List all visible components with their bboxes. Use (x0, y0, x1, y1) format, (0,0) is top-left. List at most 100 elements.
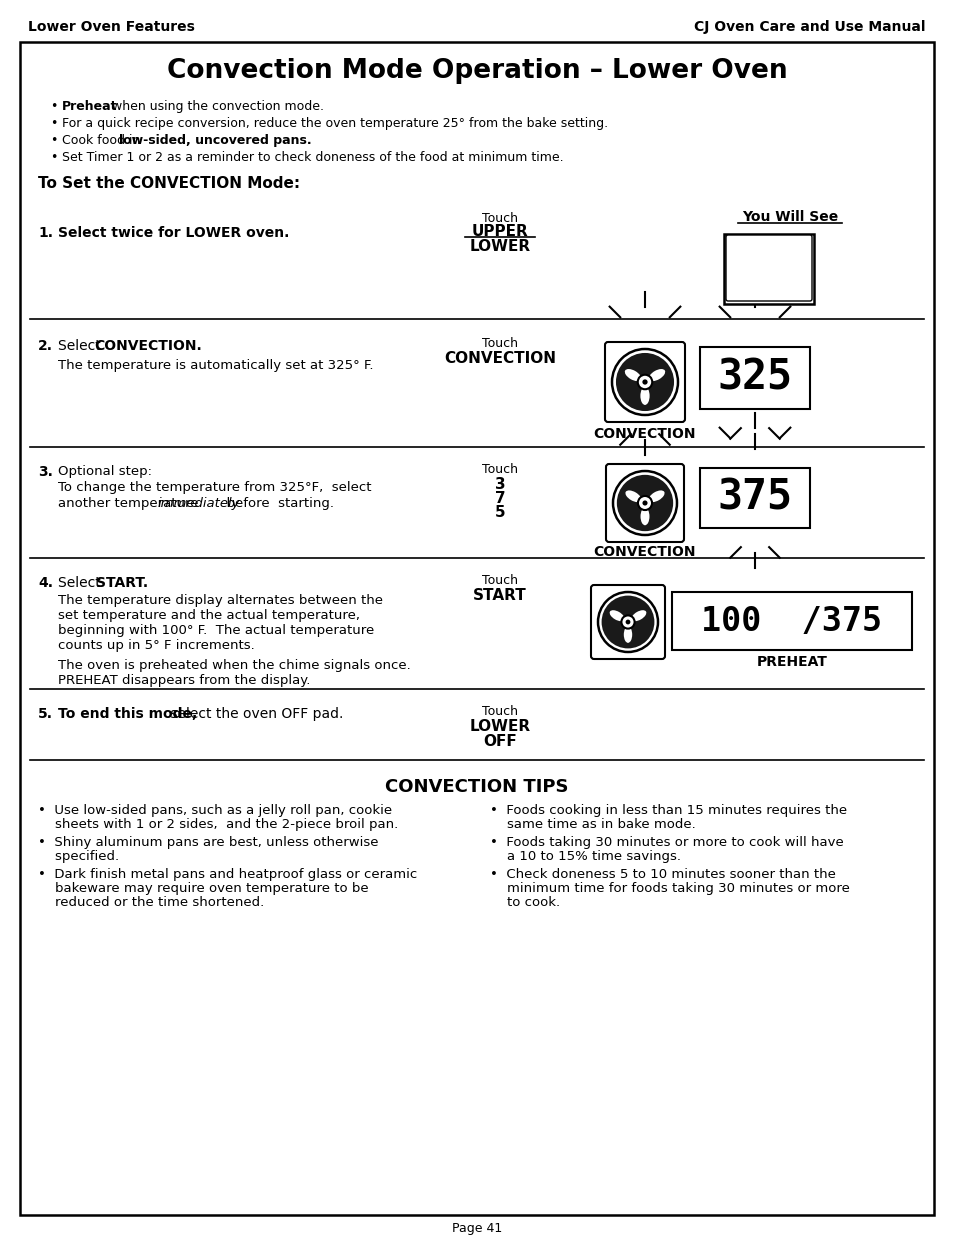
Text: before  starting.: before starting. (218, 496, 334, 510)
Text: immediately: immediately (158, 496, 240, 510)
Text: LOWER: LOWER (469, 240, 530, 254)
Text: LOWER: LOWER (469, 719, 530, 734)
Circle shape (598, 592, 658, 652)
Circle shape (616, 353, 674, 411)
Ellipse shape (625, 490, 640, 503)
Text: CONVECTION.: CONVECTION. (94, 338, 201, 353)
Text: OFF: OFF (482, 734, 517, 748)
Text: CJ Oven Care and Use Manual: CJ Oven Care and Use Manual (694, 20, 925, 35)
Text: another temperature: another temperature (58, 496, 203, 510)
Bar (700, 347, 809, 409)
Circle shape (601, 595, 654, 648)
Text: 100  /375: 100 /375 (700, 604, 882, 637)
Text: CONVECTION: CONVECTION (593, 545, 696, 559)
Text: Lower Oven Features: Lower Oven Features (28, 20, 194, 35)
Text: UPPER: UPPER (471, 224, 528, 240)
Text: Preheat: Preheat (62, 100, 117, 112)
Text: •  Dark finish metal pans and heatproof glass or ceramic: • Dark finish metal pans and heatproof g… (38, 868, 416, 881)
Text: CONVECTION TIPS: CONVECTION TIPS (385, 778, 568, 797)
Text: CONVECTION: CONVECTION (593, 427, 696, 441)
Text: Touch: Touch (481, 705, 517, 718)
Text: PREHEAT disappears from the display.: PREHEAT disappears from the display. (58, 674, 310, 687)
Text: The oven is preheated when the chime signals once.: The oven is preheated when the chime sig… (58, 659, 411, 672)
Text: •: • (50, 100, 57, 112)
Text: reduced or the time shortened.: reduced or the time shortened. (38, 897, 264, 909)
Circle shape (625, 620, 630, 625)
Text: The temperature display alternates between the: The temperature display alternates betwe… (58, 594, 382, 606)
Ellipse shape (624, 369, 640, 382)
Bar (723, 233, 813, 304)
Text: 325: 325 (717, 357, 792, 399)
FancyBboxPatch shape (725, 235, 811, 301)
Text: Touch: Touch (481, 212, 517, 225)
Ellipse shape (623, 626, 632, 643)
Text: Touch: Touch (481, 337, 517, 350)
Text: sheets with 1 or 2 sides,  and the 2-piece broil pan.: sheets with 1 or 2 sides, and the 2-piec… (38, 818, 397, 831)
Ellipse shape (648, 490, 664, 503)
Text: minimum time for foods taking 30 minutes or more: minimum time for foods taking 30 minutes… (490, 882, 849, 895)
FancyBboxPatch shape (604, 342, 684, 422)
Circle shape (620, 615, 634, 629)
Text: •: • (50, 117, 57, 130)
Text: specified.: specified. (38, 850, 119, 863)
Text: a 10 to 15% time savings.: a 10 to 15% time savings. (490, 850, 680, 863)
Text: Page 41: Page 41 (452, 1221, 501, 1235)
Text: 2.: 2. (38, 338, 53, 353)
Text: 3: 3 (495, 477, 505, 492)
Text: same time as in bake mode.: same time as in bake mode. (490, 818, 695, 831)
Text: Cook food in: Cook food in (62, 135, 144, 147)
Text: Select: Select (58, 576, 110, 590)
Circle shape (638, 496, 651, 510)
Text: •  Foods taking 30 minutes or more to cook will have: • Foods taking 30 minutes or more to coo… (490, 836, 842, 848)
Text: Convection Mode Operation – Lower Oven: Convection Mode Operation – Lower Oven (167, 58, 786, 84)
Text: 375: 375 (717, 477, 792, 519)
Circle shape (612, 350, 678, 415)
Ellipse shape (609, 610, 624, 621)
Text: START: START (473, 588, 526, 603)
Bar (671, 592, 911, 650)
Text: PREHEAT: PREHEAT (756, 655, 826, 669)
Text: •: • (50, 135, 57, 147)
Text: select the oven OFF pad.: select the oven OFF pad. (166, 706, 343, 721)
Circle shape (641, 500, 647, 505)
Circle shape (617, 474, 673, 531)
Text: set temperature and the actual temperature,: set temperature and the actual temperatu… (58, 609, 359, 622)
Text: •: • (50, 151, 57, 164)
Bar (700, 468, 809, 529)
Text: The temperature is automatically set at 325° F.: The temperature is automatically set at … (58, 359, 374, 372)
Ellipse shape (639, 508, 649, 525)
Text: Optional step:: Optional step: (58, 466, 152, 478)
Text: To end this mode,: To end this mode, (58, 706, 197, 721)
Text: You Will See: You Will See (741, 210, 838, 224)
Text: Touch: Touch (481, 574, 517, 587)
Text: •  Foods cooking in less than 15 minutes requires the: • Foods cooking in less than 15 minutes … (490, 804, 846, 818)
Ellipse shape (631, 610, 646, 621)
Text: •  Shiny aluminum pans are best, unless otherwise: • Shiny aluminum pans are best, unless o… (38, 836, 378, 848)
Text: when using the convection mode.: when using the convection mode. (108, 100, 324, 112)
Text: To change the temperature from 325°F,  select: To change the temperature from 325°F, se… (58, 480, 371, 494)
FancyBboxPatch shape (605, 464, 683, 542)
Text: bakeware may require oven temperature to be: bakeware may require oven temperature to… (38, 882, 368, 895)
Text: •  Use low-sided pans, such as a jelly roll pan, cookie: • Use low-sided pans, such as a jelly ro… (38, 804, 392, 818)
Text: 4.: 4. (38, 576, 53, 590)
Circle shape (641, 379, 647, 384)
Text: Touch: Touch (481, 463, 517, 475)
Text: beginning with 100° F.  The actual temperature: beginning with 100° F. The actual temper… (58, 624, 374, 637)
Text: For a quick recipe conversion, reduce the oven temperature 25° from the bake set: For a quick recipe conversion, reduce th… (62, 117, 607, 130)
Text: Select twice for LOWER oven.: Select twice for LOWER oven. (58, 226, 289, 240)
Text: 3.: 3. (38, 466, 52, 479)
Circle shape (637, 374, 652, 389)
Text: counts up in 5° F increments.: counts up in 5° F increments. (58, 638, 254, 652)
Text: 7: 7 (495, 492, 505, 506)
Text: 1.: 1. (38, 226, 53, 240)
Ellipse shape (648, 369, 664, 382)
Text: •  Check doneness 5 to 10 minutes sooner than the: • Check doneness 5 to 10 minutes sooner … (490, 868, 835, 881)
FancyBboxPatch shape (590, 585, 664, 659)
Text: 5: 5 (495, 505, 505, 520)
Text: Select: Select (58, 338, 105, 353)
Text: Set Timer 1 or 2 as a reminder to check doneness of the food at minimum time.: Set Timer 1 or 2 as a reminder to check … (62, 151, 563, 164)
Text: 5.: 5. (38, 706, 53, 721)
Text: CONVECTION: CONVECTION (443, 351, 556, 366)
Text: low-sided, uncovered pans.: low-sided, uncovered pans. (119, 135, 312, 147)
Circle shape (613, 471, 677, 535)
